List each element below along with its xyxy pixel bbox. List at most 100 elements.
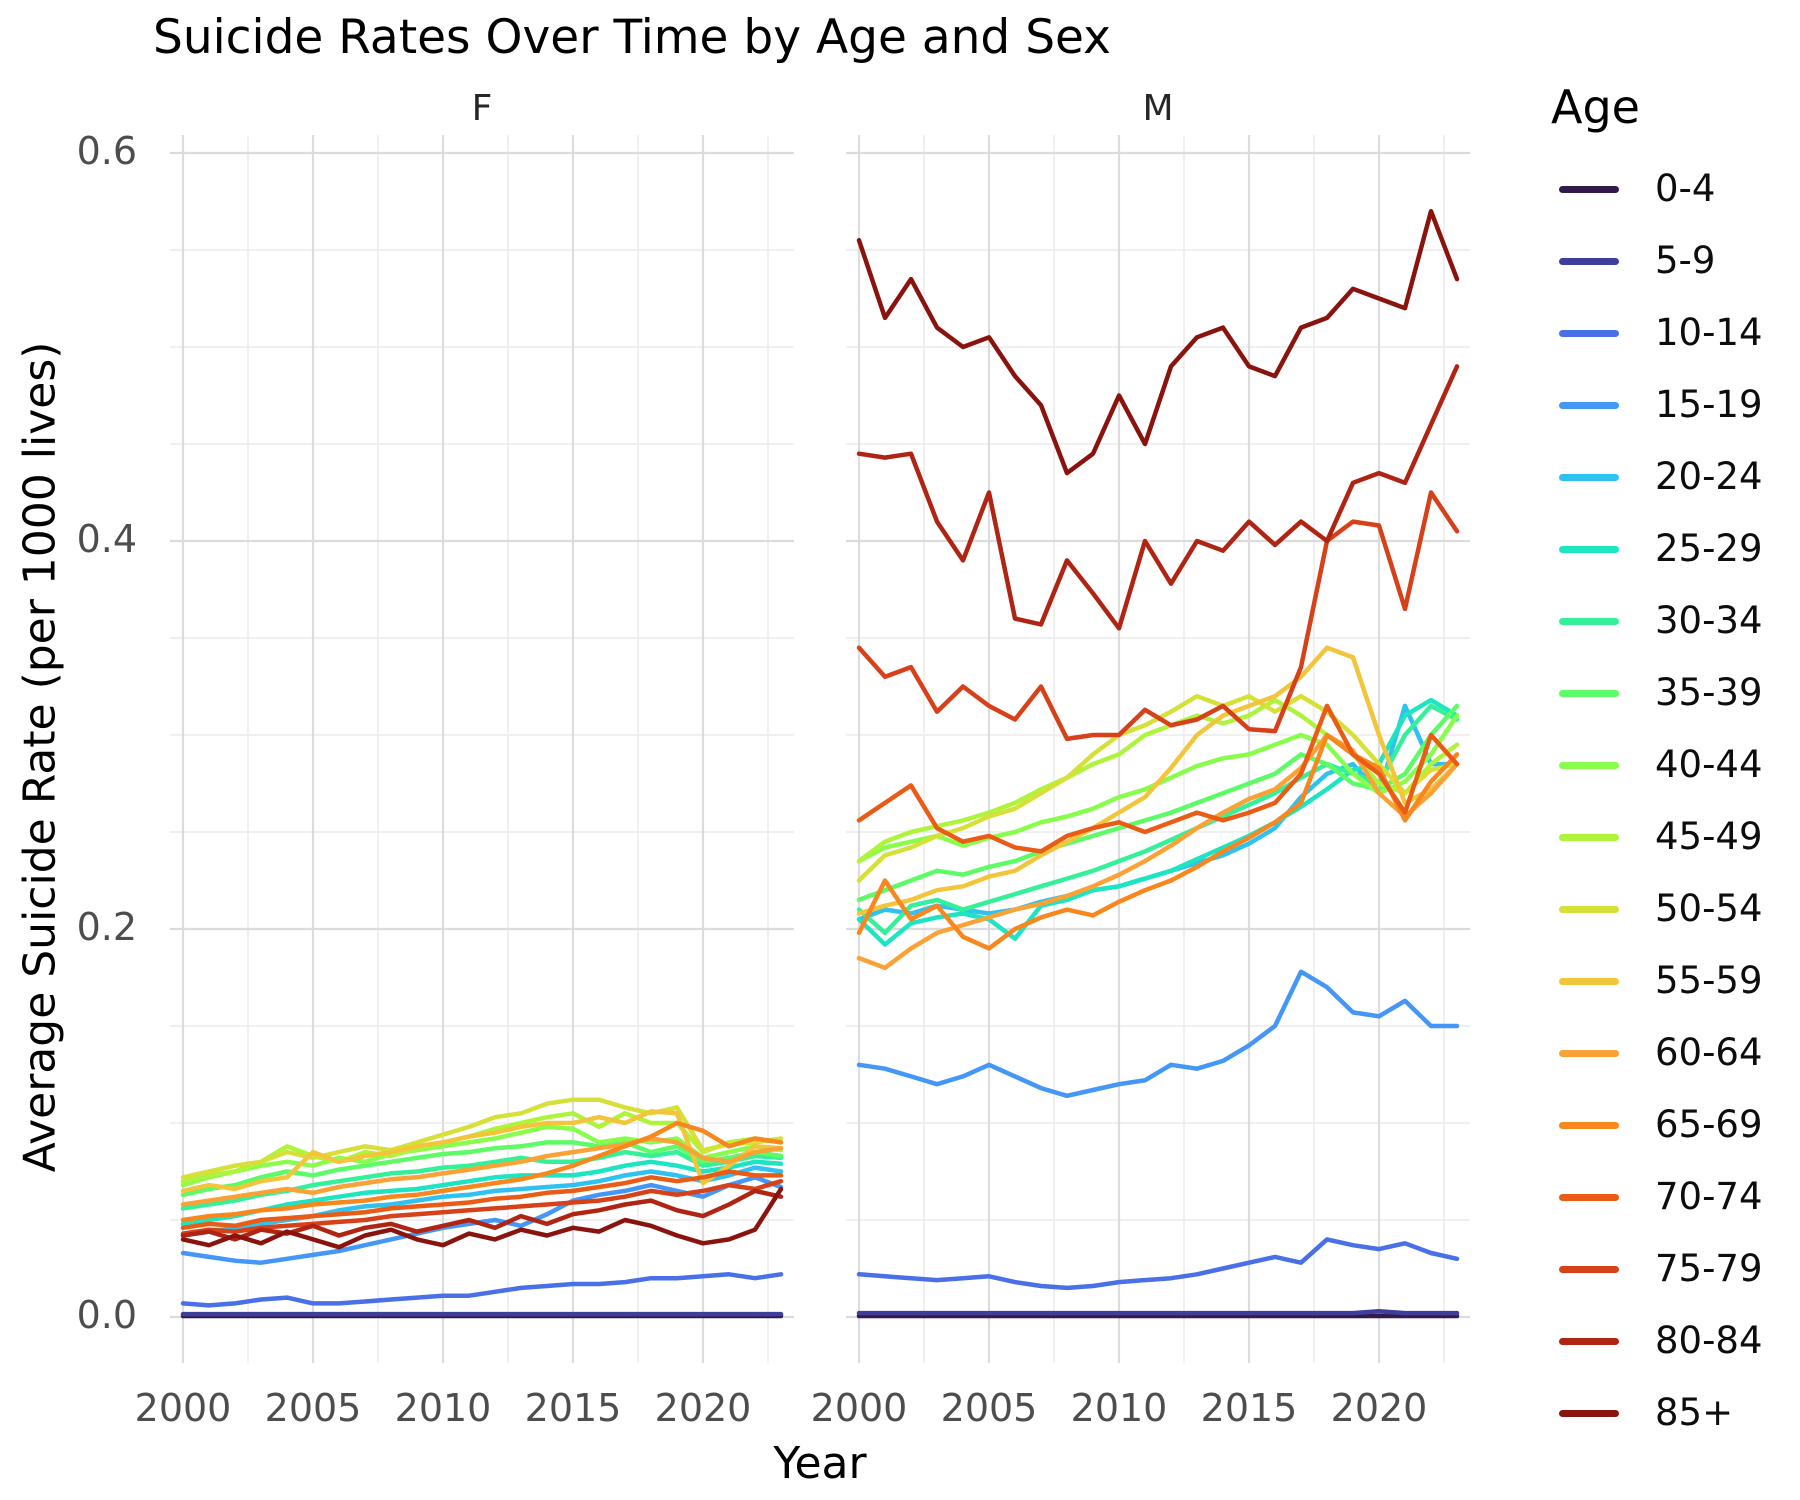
x-tick-label: 2005 [264, 1386, 362, 1430]
line-f-60-64 [180, 1136, 784, 1207]
line-m-15-19 [856, 969, 1460, 1099]
x-tick-label: 2005 [940, 1386, 1038, 1430]
legend-label: 25-29 [1655, 527, 1763, 570]
legend-entry: 20-24 [1551, 447, 1800, 507]
legend-entry: 15-19 [1551, 375, 1800, 435]
major-gridlines [846, 135, 1470, 1363]
legend-swatch-5-9 [1559, 257, 1619, 265]
line-f-85+ [180, 1186, 784, 1250]
legend-label: 35-39 [1655, 671, 1763, 714]
legend-entry: 60-64 [1551, 1023, 1800, 1083]
major-gridlines [170, 135, 794, 1363]
legend-label: 15-19 [1655, 383, 1763, 426]
legend-swatch-0-4 [1559, 185, 1619, 193]
line-f-75-79 [180, 1178, 784, 1236]
y-tick-label: 0.0 [76, 1293, 137, 1337]
legend-swatch-10-14 [1559, 329, 1619, 337]
line-m-30-34 [856, 703, 1460, 936]
legend-entry: 50-54 [1551, 879, 1800, 939]
legend-swatch-75-79 [1559, 1265, 1619, 1273]
facet-plot-m [846, 135, 1470, 1363]
legend-entry: 85+ [1551, 1383, 1800, 1443]
legend-swatch-30-34 [1559, 617, 1619, 625]
x-tick-label: 2010 [1070, 1386, 1168, 1430]
line-f-80-84 [180, 1188, 784, 1242]
x-axis-label: Year [773, 1438, 867, 1489]
line-m-25-29 [856, 697, 1460, 947]
legend-swatch-25-29 [1559, 545, 1619, 553]
facet-label-f: F [471, 88, 493, 129]
y-tick-label: 0.4 [76, 517, 137, 561]
chart-title: Suicide Rates Over Time by Age and Sex [153, 10, 1111, 65]
line-m-55-59 [856, 645, 1460, 916]
x-tick-label: 2020 [1330, 1386, 1428, 1430]
legend-entry: 70-74 [1551, 1167, 1800, 1227]
line-f-40-44 [180, 1124, 784, 1188]
legend-label: 20-24 [1655, 455, 1763, 498]
line-m-70-74 [856, 703, 1460, 854]
line-m-60-64 [856, 732, 1460, 971]
line-m-80-84 [856, 364, 1460, 631]
legend-label: 85+ [1655, 1391, 1734, 1434]
legend-swatch-50-54 [1559, 905, 1619, 913]
legend-label: 75-79 [1655, 1247, 1763, 1290]
legend-entry: 45-49 [1551, 807, 1800, 867]
line-f-70-74 [180, 1169, 784, 1231]
line-f-50-54 [180, 1097, 784, 1180]
legend-label: 60-64 [1655, 1031, 1763, 1074]
legend-label: 0-4 [1655, 167, 1716, 210]
legend-swatch-85+ [1559, 1409, 1619, 1417]
legend-label: 50-54 [1655, 887, 1763, 930]
legend-entry: 80-84 [1551, 1311, 1800, 1371]
legend-swatch-35-39 [1559, 689, 1619, 697]
legend-title: Age [1551, 80, 1640, 134]
legend-label: 30-34 [1655, 599, 1763, 642]
line-m-10-14 [856, 1237, 1460, 1291]
legend-swatch-80-84 [1559, 1337, 1619, 1345]
y-axis-label: Average Suicide Rate (per 1000 lives) [14, 341, 66, 1173]
x-tick-label: 2015 [524, 1386, 622, 1430]
line-m-5-9 [856, 1308, 1460, 1316]
legend-label: 70-74 [1655, 1175, 1763, 1218]
legend-label: 5-9 [1655, 239, 1716, 282]
legend-label: 10-14 [1655, 311, 1763, 354]
legend-entry: 30-34 [1551, 591, 1800, 651]
x-tick-label: 2020 [654, 1386, 752, 1430]
line-f-25-29 [180, 1159, 784, 1227]
line-f-65-69 [180, 1120, 784, 1223]
facet-plot-f [170, 135, 794, 1363]
legend-label: 80-84 [1655, 1319, 1763, 1362]
legend-swatch-45-49 [1559, 833, 1619, 841]
line-m-35-39 [856, 703, 1460, 903]
legend-entry: 40-44 [1551, 735, 1800, 795]
y-tick-label: 0.2 [76, 905, 137, 949]
minor-gridlines [846, 135, 1470, 1363]
legend-swatch-40-44 [1559, 761, 1619, 769]
legend-swatch-15-19 [1559, 401, 1619, 409]
line-m-75-79 [856, 490, 1460, 742]
y-tick-label: 0.6 [76, 129, 137, 173]
legend-entry: 55-59 [1551, 951, 1800, 1011]
x-tick-label: 2000 [810, 1386, 908, 1430]
legend-label: 55-59 [1655, 959, 1763, 1002]
legend-swatch-65-69 [1559, 1121, 1619, 1129]
x-tick-label: 2010 [394, 1386, 492, 1430]
line-m-85+ [856, 208, 1460, 476]
legend-swatch-55-59 [1559, 977, 1619, 985]
legend-entry: 5-9 [1551, 231, 1800, 291]
facet-label-m: M [1142, 88, 1174, 129]
legend-swatch-60-64 [1559, 1049, 1619, 1057]
legend-swatch-70-74 [1559, 1193, 1619, 1201]
legend-entry: 0-4 [1551, 159, 1800, 219]
legend-entry: 10-14 [1551, 303, 1800, 363]
line-f-10-14 [180, 1272, 784, 1308]
legend-entry: 75-79 [1551, 1239, 1800, 1299]
legend-label: 40-44 [1655, 743, 1763, 786]
line-f-35-39 [180, 1140, 784, 1198]
legend-entry: 65-69 [1551, 1095, 1800, 1155]
x-tick-label: 2000 [134, 1386, 232, 1430]
legend-swatch-20-24 [1559, 473, 1619, 481]
legend-label: 65-69 [1655, 1103, 1763, 1146]
legend-entry: 35-39 [1551, 663, 1800, 723]
